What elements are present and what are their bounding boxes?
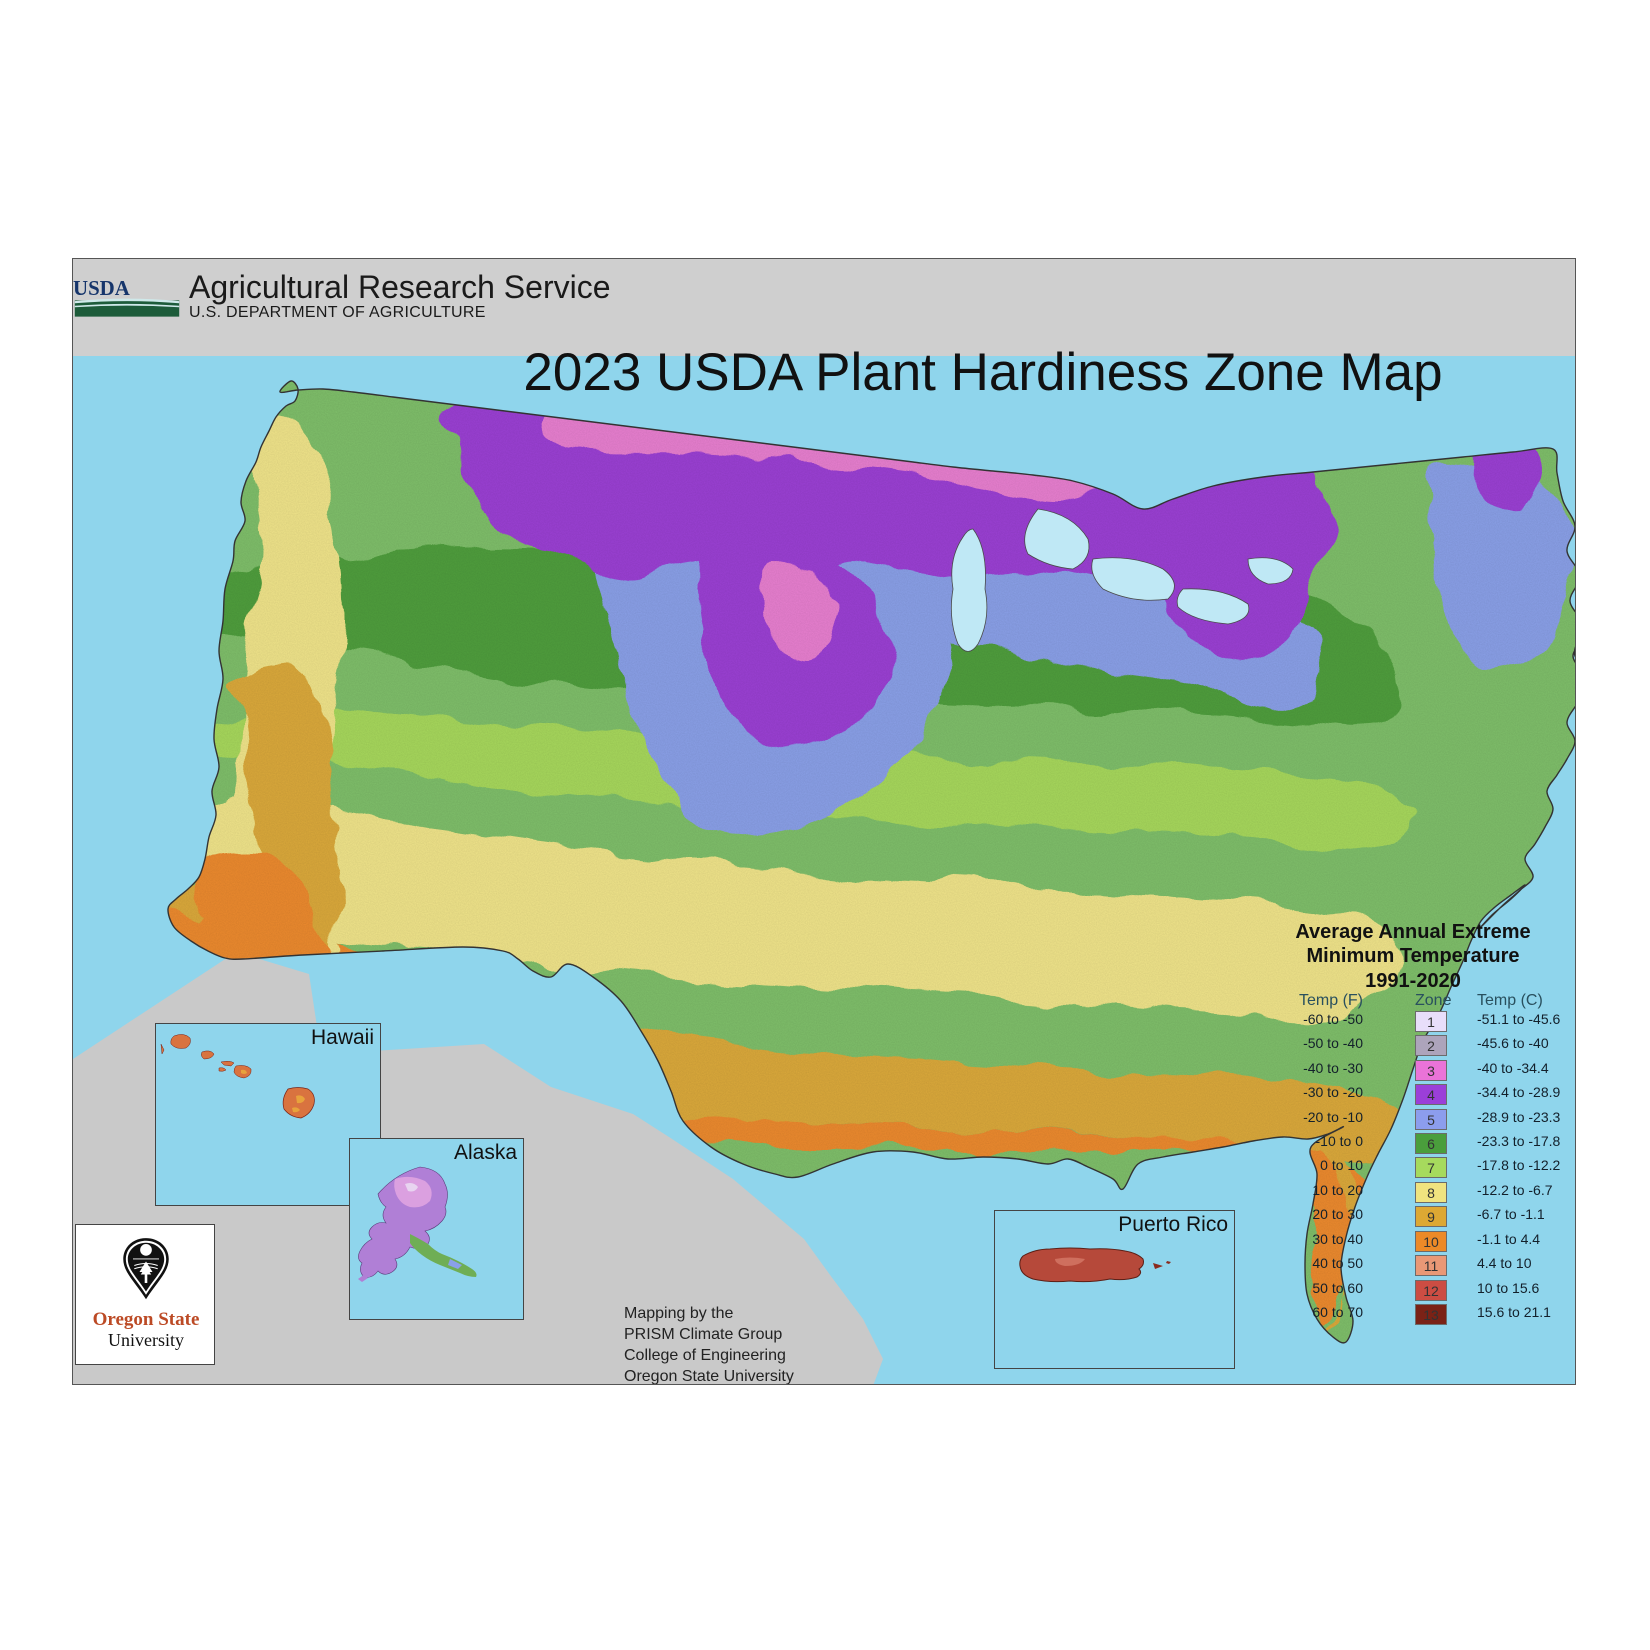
svg-text:USDA: USDA <box>73 276 130 300</box>
